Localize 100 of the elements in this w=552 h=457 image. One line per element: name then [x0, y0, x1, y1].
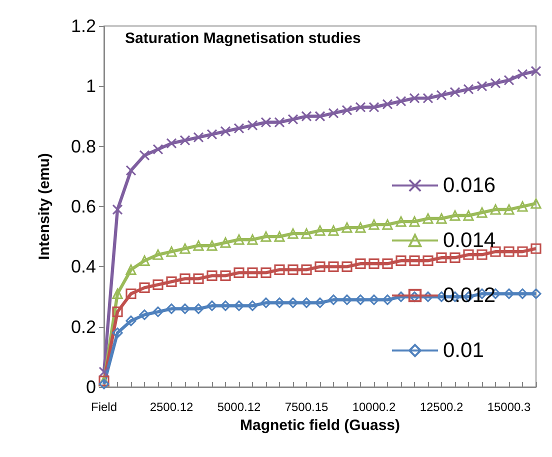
point	[301, 228, 312, 239]
point	[328, 294, 339, 306]
point	[126, 264, 136, 275]
point	[504, 204, 514, 215]
point	[382, 294, 393, 306]
point	[247, 267, 258, 278]
point	[98, 366, 110, 378]
point	[220, 270, 231, 281]
x-tick-label: 10000.2	[352, 400, 396, 414]
legend-label: 0.012	[443, 284, 496, 307]
point	[517, 201, 528, 212]
point	[450, 252, 460, 263]
point	[396, 216, 406, 227]
point	[98, 378, 110, 390]
point	[193, 240, 204, 251]
point	[206, 129, 218, 140]
point	[436, 213, 447, 224]
point	[206, 270, 218, 281]
point	[314, 261, 326, 272]
y-tick-label: 0.6	[70, 196, 96, 216]
point	[450, 86, 460, 98]
point	[260, 116, 272, 128]
y-tick-label: 1.2	[70, 16, 96, 36]
point	[530, 198, 542, 209]
point	[355, 258, 366, 269]
point	[328, 261, 339, 272]
point	[422, 291, 434, 302]
point	[517, 246, 528, 257]
x-tick-label: 5000.12	[217, 400, 262, 414]
point	[342, 261, 352, 272]
point	[409, 291, 420, 302]
legend-label: 0.016	[443, 174, 496, 197]
point	[126, 288, 136, 300]
point	[301, 297, 312, 308]
point	[112, 288, 123, 300]
point	[476, 249, 488, 260]
point	[180, 303, 190, 314]
point	[220, 237, 231, 248]
x-tick-label: Field	[90, 400, 118, 414]
point	[463, 210, 474, 221]
point	[234, 234, 244, 245]
x-tick-label: 2500.12	[150, 400, 194, 414]
point	[422, 255, 434, 266]
point	[206, 240, 218, 251]
point	[274, 231, 285, 242]
point	[436, 90, 447, 100]
point	[234, 122, 244, 134]
point	[463, 249, 474, 260]
point	[126, 165, 136, 176]
point	[247, 234, 258, 245]
point	[463, 84, 474, 94]
x-tick-label: 7500.15	[284, 400, 329, 414]
y-tick-label: 0.4	[70, 256, 96, 277]
point	[247, 120, 258, 131]
point	[368, 294, 380, 306]
point	[504, 74, 514, 86]
point	[166, 138, 177, 149]
point	[193, 273, 204, 284]
x-tick-label: 12500.2	[420, 400, 464, 414]
point	[409, 216, 420, 227]
x-axis-title: Magnetic field (Guass)	[240, 416, 400, 434]
point	[193, 303, 204, 314]
point	[139, 282, 150, 294]
point	[314, 297, 326, 308]
point	[490, 246, 501, 257]
point	[490, 78, 501, 88]
point	[530, 243, 542, 254]
point	[382, 219, 393, 230]
point	[382, 258, 393, 269]
point	[180, 273, 190, 284]
point	[247, 300, 258, 312]
point	[355, 102, 366, 113]
point	[139, 310, 150, 320]
point	[409, 92, 420, 104]
point	[180, 243, 190, 254]
point	[396, 96, 406, 107]
point	[396, 255, 406, 266]
point	[139, 255, 150, 266]
point	[422, 213, 434, 224]
point	[368, 258, 380, 269]
point	[260, 297, 272, 308]
point	[234, 300, 244, 312]
point	[260, 267, 272, 278]
point	[342, 104, 352, 116]
point	[301, 264, 312, 275]
point	[490, 204, 501, 215]
point	[314, 225, 326, 236]
point	[126, 316, 136, 326]
point	[166, 246, 177, 257]
point	[166, 276, 177, 288]
point	[112, 204, 123, 215]
y-axis-title: Intensity (emu)	[36, 153, 53, 260]
legend-label: 0.01	[443, 339, 484, 362]
point	[301, 110, 312, 122]
point	[206, 300, 218, 312]
point	[517, 68, 528, 80]
point	[517, 288, 528, 300]
point	[530, 66, 542, 76]
point	[314, 110, 326, 122]
point	[409, 255, 420, 266]
